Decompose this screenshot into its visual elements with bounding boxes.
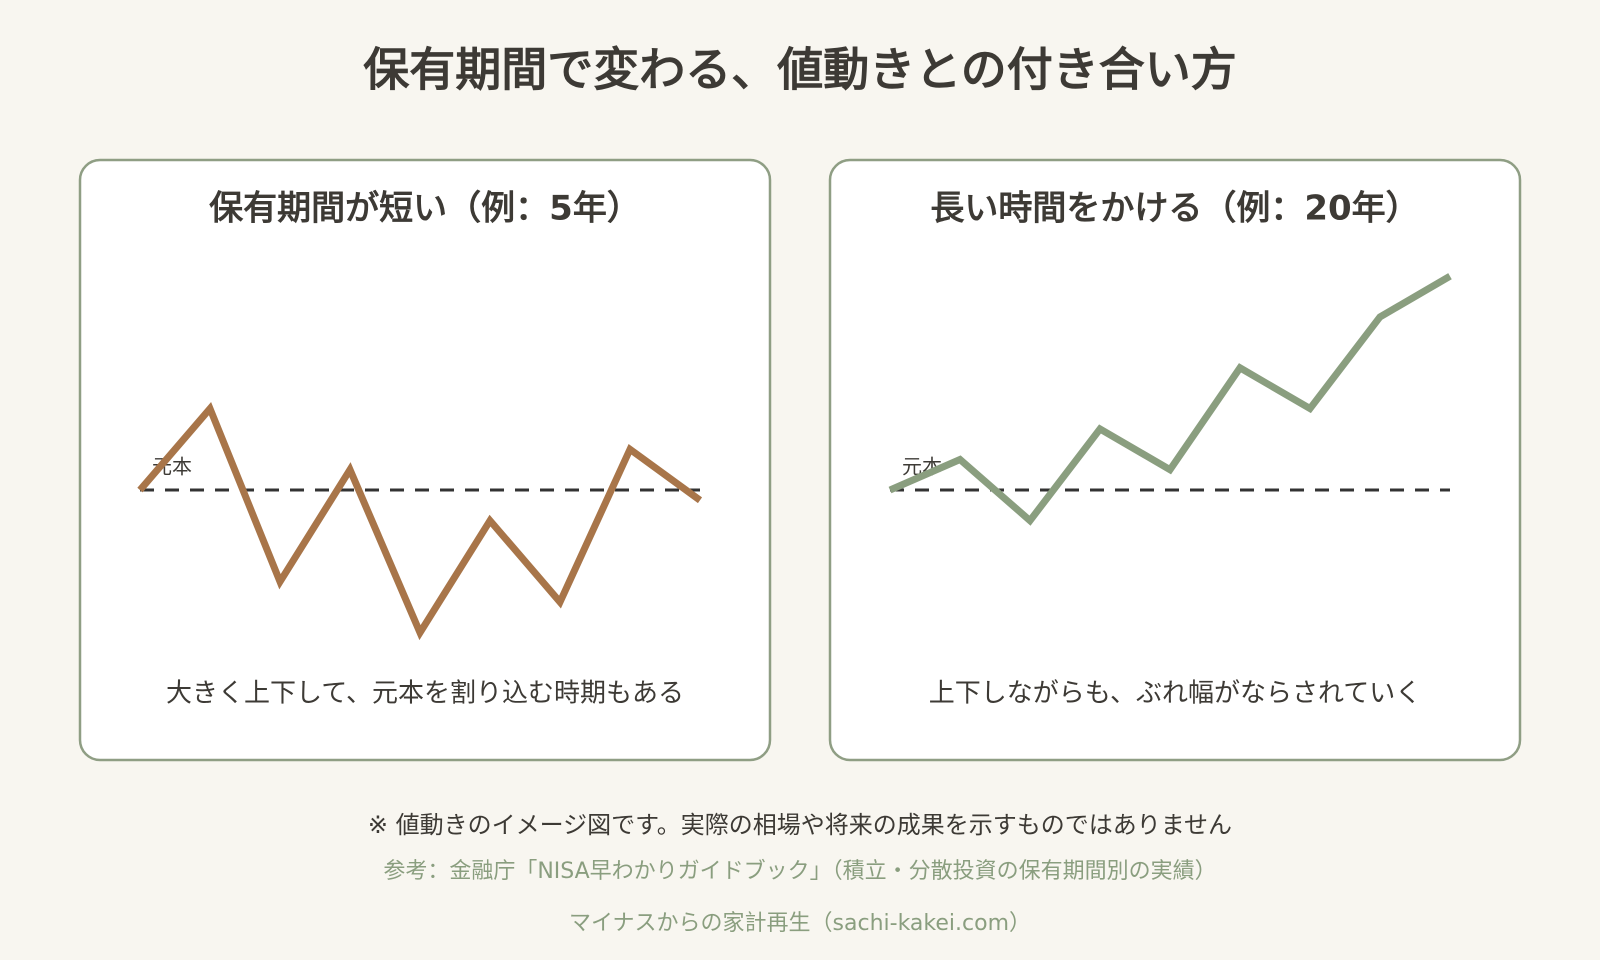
page-title: 保有期間で変わる、値動きとの付き合い方 xyxy=(363,43,1237,97)
panel-title: 保有期間が短い（例：5年） xyxy=(209,189,641,229)
panel-caption: 上下しながらも、ぶれ幅がならされていく xyxy=(929,679,1421,709)
data-line xyxy=(888,273,1452,526)
credit: マイナスからの家計再生（sachi-kakei.com） xyxy=(569,911,1031,936)
panel-title: 長い時間をかける（例：20年） xyxy=(930,189,1419,229)
panel-caption: 大きく上下して、元本を割り込む時期もある xyxy=(166,679,684,709)
source: 参考：金融庁「NISA早わかりガイドブック」（積立・分散投資の保有期間別の実績） xyxy=(383,859,1216,884)
data-line xyxy=(137,401,703,641)
panel xyxy=(78,158,772,762)
note: ※ 値動きのイメージ図です。実際の相場や将来の成果を示すものではありません xyxy=(368,811,1232,839)
